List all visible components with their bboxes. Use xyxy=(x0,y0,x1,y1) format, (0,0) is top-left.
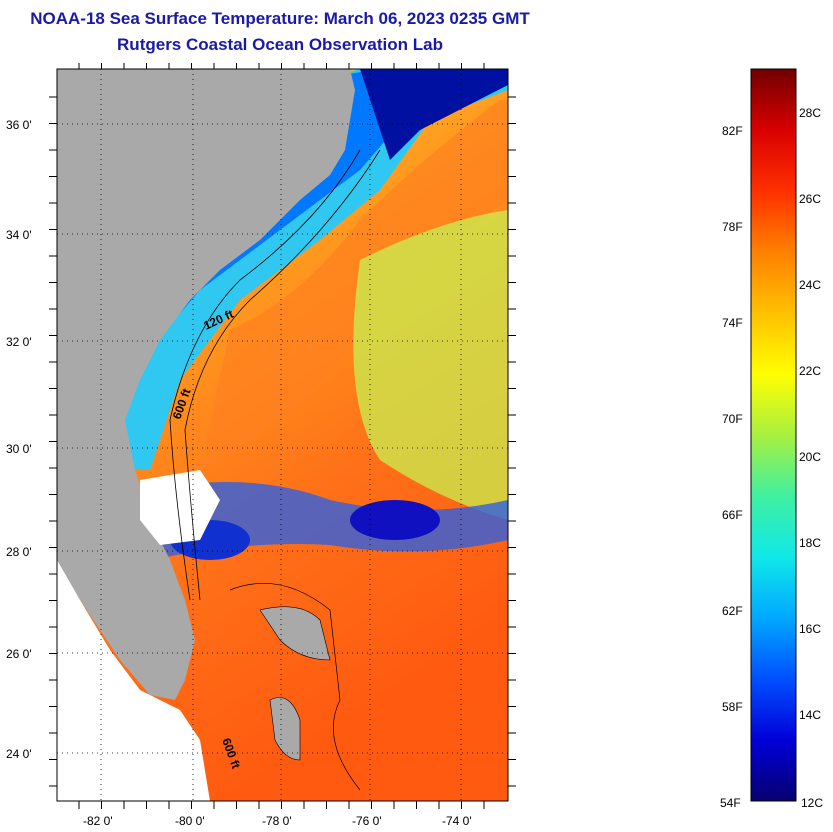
map-imagery xyxy=(57,69,508,801)
lat-axis-labels: 36 0' 34 0' 32 0' 30 0' 28 0' 26 0' 24 0… xyxy=(6,118,32,761)
scale-label-f: 74F xyxy=(722,316,743,330)
celsius-labels: 28C 26C 24C 22C 20C 18C 16C 14C 12C xyxy=(799,106,823,810)
cold-patch xyxy=(350,500,440,540)
lat-label: 26 0' xyxy=(6,647,32,661)
chart-title: NOAA-18 Sea Surface Temperature: March 0… xyxy=(30,9,530,28)
lon-label: -76 0' xyxy=(352,814,382,828)
scale-label-c: 24C xyxy=(799,278,821,292)
island xyxy=(269,697,301,761)
gulf-stream xyxy=(200,100,508,470)
scale-label-f: 66F xyxy=(722,508,743,522)
offshore-mixed-water xyxy=(353,210,508,520)
scale-label-c: 18C xyxy=(799,536,821,550)
color-scale-bar xyxy=(750,68,797,802)
axis-ticks xyxy=(49,63,516,809)
cloud-patch xyxy=(57,560,210,801)
lat-label: 36 0' xyxy=(6,118,32,132)
cloud-patch xyxy=(140,470,220,545)
scale-label-c: 26C xyxy=(799,192,821,206)
lon-label: -80 0' xyxy=(175,814,205,828)
lat-label: 28 0' xyxy=(6,545,32,559)
island xyxy=(259,606,331,661)
scale-label-c: 16C xyxy=(799,622,821,636)
lat-label: 32 0' xyxy=(6,335,32,349)
scale-label-f: 78F xyxy=(722,220,743,234)
lon-label: -82 0' xyxy=(83,814,113,828)
color-scale: 82F 78F 74F 70F 66F 62F 58F 54F 28C 26C … xyxy=(720,68,823,810)
lon-label: -74 0' xyxy=(442,814,472,828)
scale-label-c: 28C xyxy=(799,106,821,120)
scale-label-c: 12C xyxy=(801,796,823,810)
land-mass xyxy=(57,69,355,700)
scale-label-c: 14C xyxy=(799,708,821,722)
lat-label: 34 0' xyxy=(6,228,32,242)
depth-contour-line xyxy=(229,583,361,791)
scale-label-f: 82F xyxy=(722,124,743,138)
graticule xyxy=(57,69,508,801)
scale-label-f: 70F xyxy=(722,412,743,426)
scale-label-f: 58F xyxy=(722,700,743,714)
lon-label: -78 0' xyxy=(262,814,292,828)
lon-axis-labels: -82 0' -80 0' -78 0' -76 0' -74 0' xyxy=(83,814,472,828)
lat-label: 30 0' xyxy=(6,442,32,456)
scale-label-c: 20C xyxy=(799,450,821,464)
sst-map: 120 ft 600 ft 600 ft 36 0' 34 0' 32 0' 3… xyxy=(6,63,516,828)
map-frame xyxy=(56,68,509,802)
lat-label: 24 0' xyxy=(6,747,32,761)
depth-contour-line xyxy=(184,149,381,601)
scale-label-c: 22C xyxy=(799,364,821,378)
chart-subtitle: Rutgers Coastal Ocean Observation Lab xyxy=(117,35,443,54)
depth-contour-line xyxy=(169,149,361,601)
fahrenheit-labels: 82F 78F 74F 70F 66F 62F 58F 54F xyxy=(720,124,743,810)
scale-label-f: 62F xyxy=(722,604,743,618)
northern-cold-water xyxy=(360,69,508,160)
scale-label-f: 54F xyxy=(720,796,741,810)
